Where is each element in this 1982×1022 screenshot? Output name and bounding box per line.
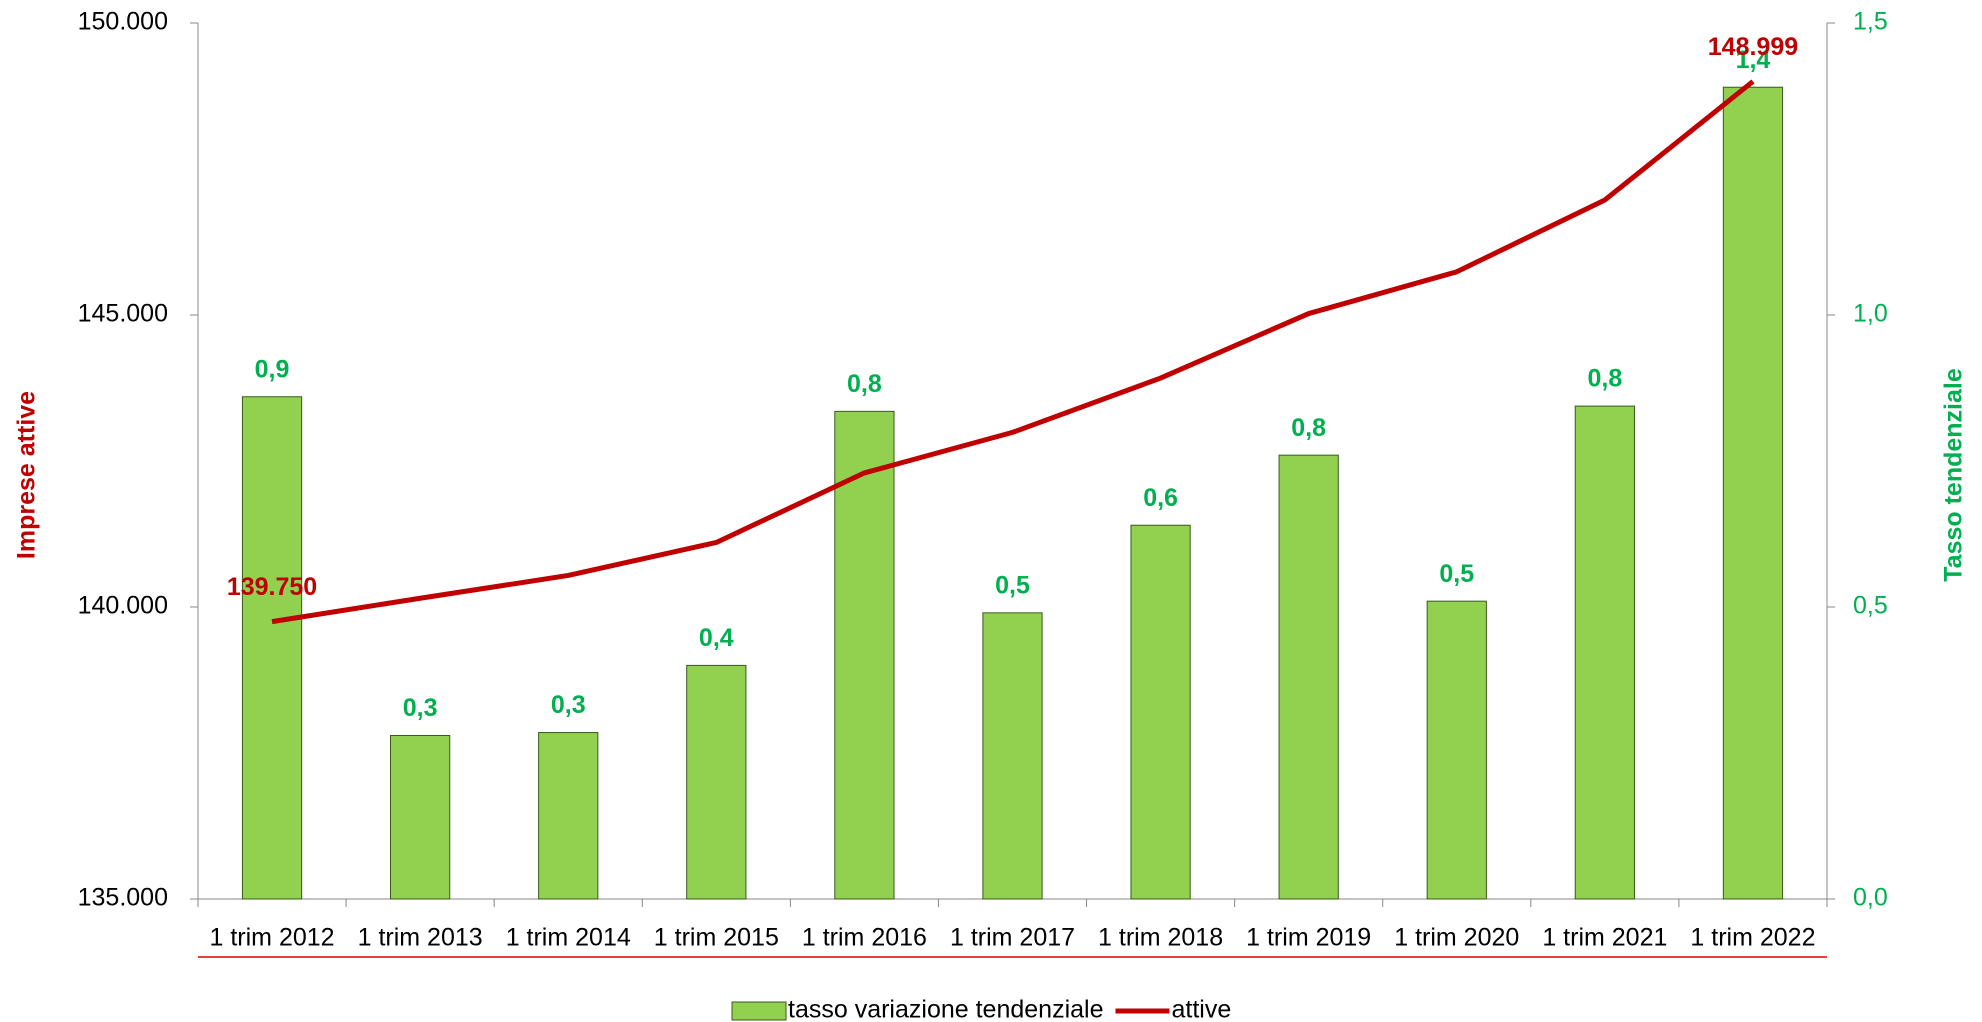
bar	[834, 410, 895, 900]
legend-swatch	[731, 1001, 787, 1021]
bar-value-label: 0,8	[1291, 414, 1326, 442]
bar	[1574, 405, 1635, 900]
x-tick-label: 1 trim 2019	[1246, 924, 1371, 952]
x-tick-label: 1 trim 2014	[506, 924, 631, 952]
bar	[1722, 86, 1784, 900]
y2-tick-label: 0,5	[1853, 592, 1888, 620]
y2-tick-label: 0,0	[1853, 884, 1888, 912]
x-tick-label: 1 trim 2022	[1690, 924, 1815, 952]
x-tick-label: 1 trim 2021	[1542, 924, 1667, 952]
bar-value-label: 0,3	[551, 691, 586, 719]
x-tick-label: 1 trim 2017	[950, 924, 1075, 952]
bar	[241, 396, 303, 900]
bar	[1278, 454, 1339, 900]
y2-tick-label: 1,0	[1853, 300, 1888, 328]
bar-value-label: 1,4	[1736, 46, 1771, 74]
line	[271, 79, 1755, 625]
bar	[982, 612, 1043, 900]
line-value-label: 139.750	[227, 573, 317, 601]
bar-value-label: 0,8	[847, 370, 882, 398]
x-tick-label: 1 trim 2020	[1394, 924, 1519, 952]
x-tick-label: 1 trim 2013	[358, 924, 483, 952]
y-tick-label: 135.000	[78, 884, 168, 912]
x-tick-label: 1 trim 2012	[210, 924, 335, 952]
legend-label: tasso variazione tendenziale	[788, 996, 1103, 1022]
bar-value-label: 0,3	[403, 694, 438, 722]
bar	[538, 732, 599, 900]
line-value-label: 148.999	[1708, 33, 1798, 61]
y-tick-label: 150.000	[78, 8, 168, 36]
x-tick-label: 1 trim 2016	[802, 924, 927, 952]
bar-value-label: 0,6	[1143, 484, 1178, 512]
bar	[1130, 524, 1191, 900]
y-axis-title: Imprese attive	[13, 391, 41, 559]
y2-axis-title: Tasso tendenziale	[1940, 368, 1968, 582]
x-tick-label: 1 trim 2018	[1098, 924, 1223, 952]
bar-value-label: 0,5	[995, 571, 1030, 599]
bar-value-label: 0,5	[1439, 560, 1474, 588]
legend-label: attive	[1171, 996, 1231, 1022]
x-tick-label: 1 trim 2015	[654, 924, 779, 952]
bar-value-label: 0,9	[255, 355, 290, 383]
bar	[686, 664, 747, 900]
y2-tick-label: 1,5	[1853, 8, 1888, 36]
y-tick-label: 140.000	[78, 592, 168, 620]
bar	[1426, 600, 1487, 900]
bar-value-label: 0,4	[699, 624, 734, 652]
bar-value-label: 0,8	[1587, 365, 1622, 393]
bar	[390, 734, 451, 900]
y-tick-label: 145.000	[78, 300, 168, 328]
